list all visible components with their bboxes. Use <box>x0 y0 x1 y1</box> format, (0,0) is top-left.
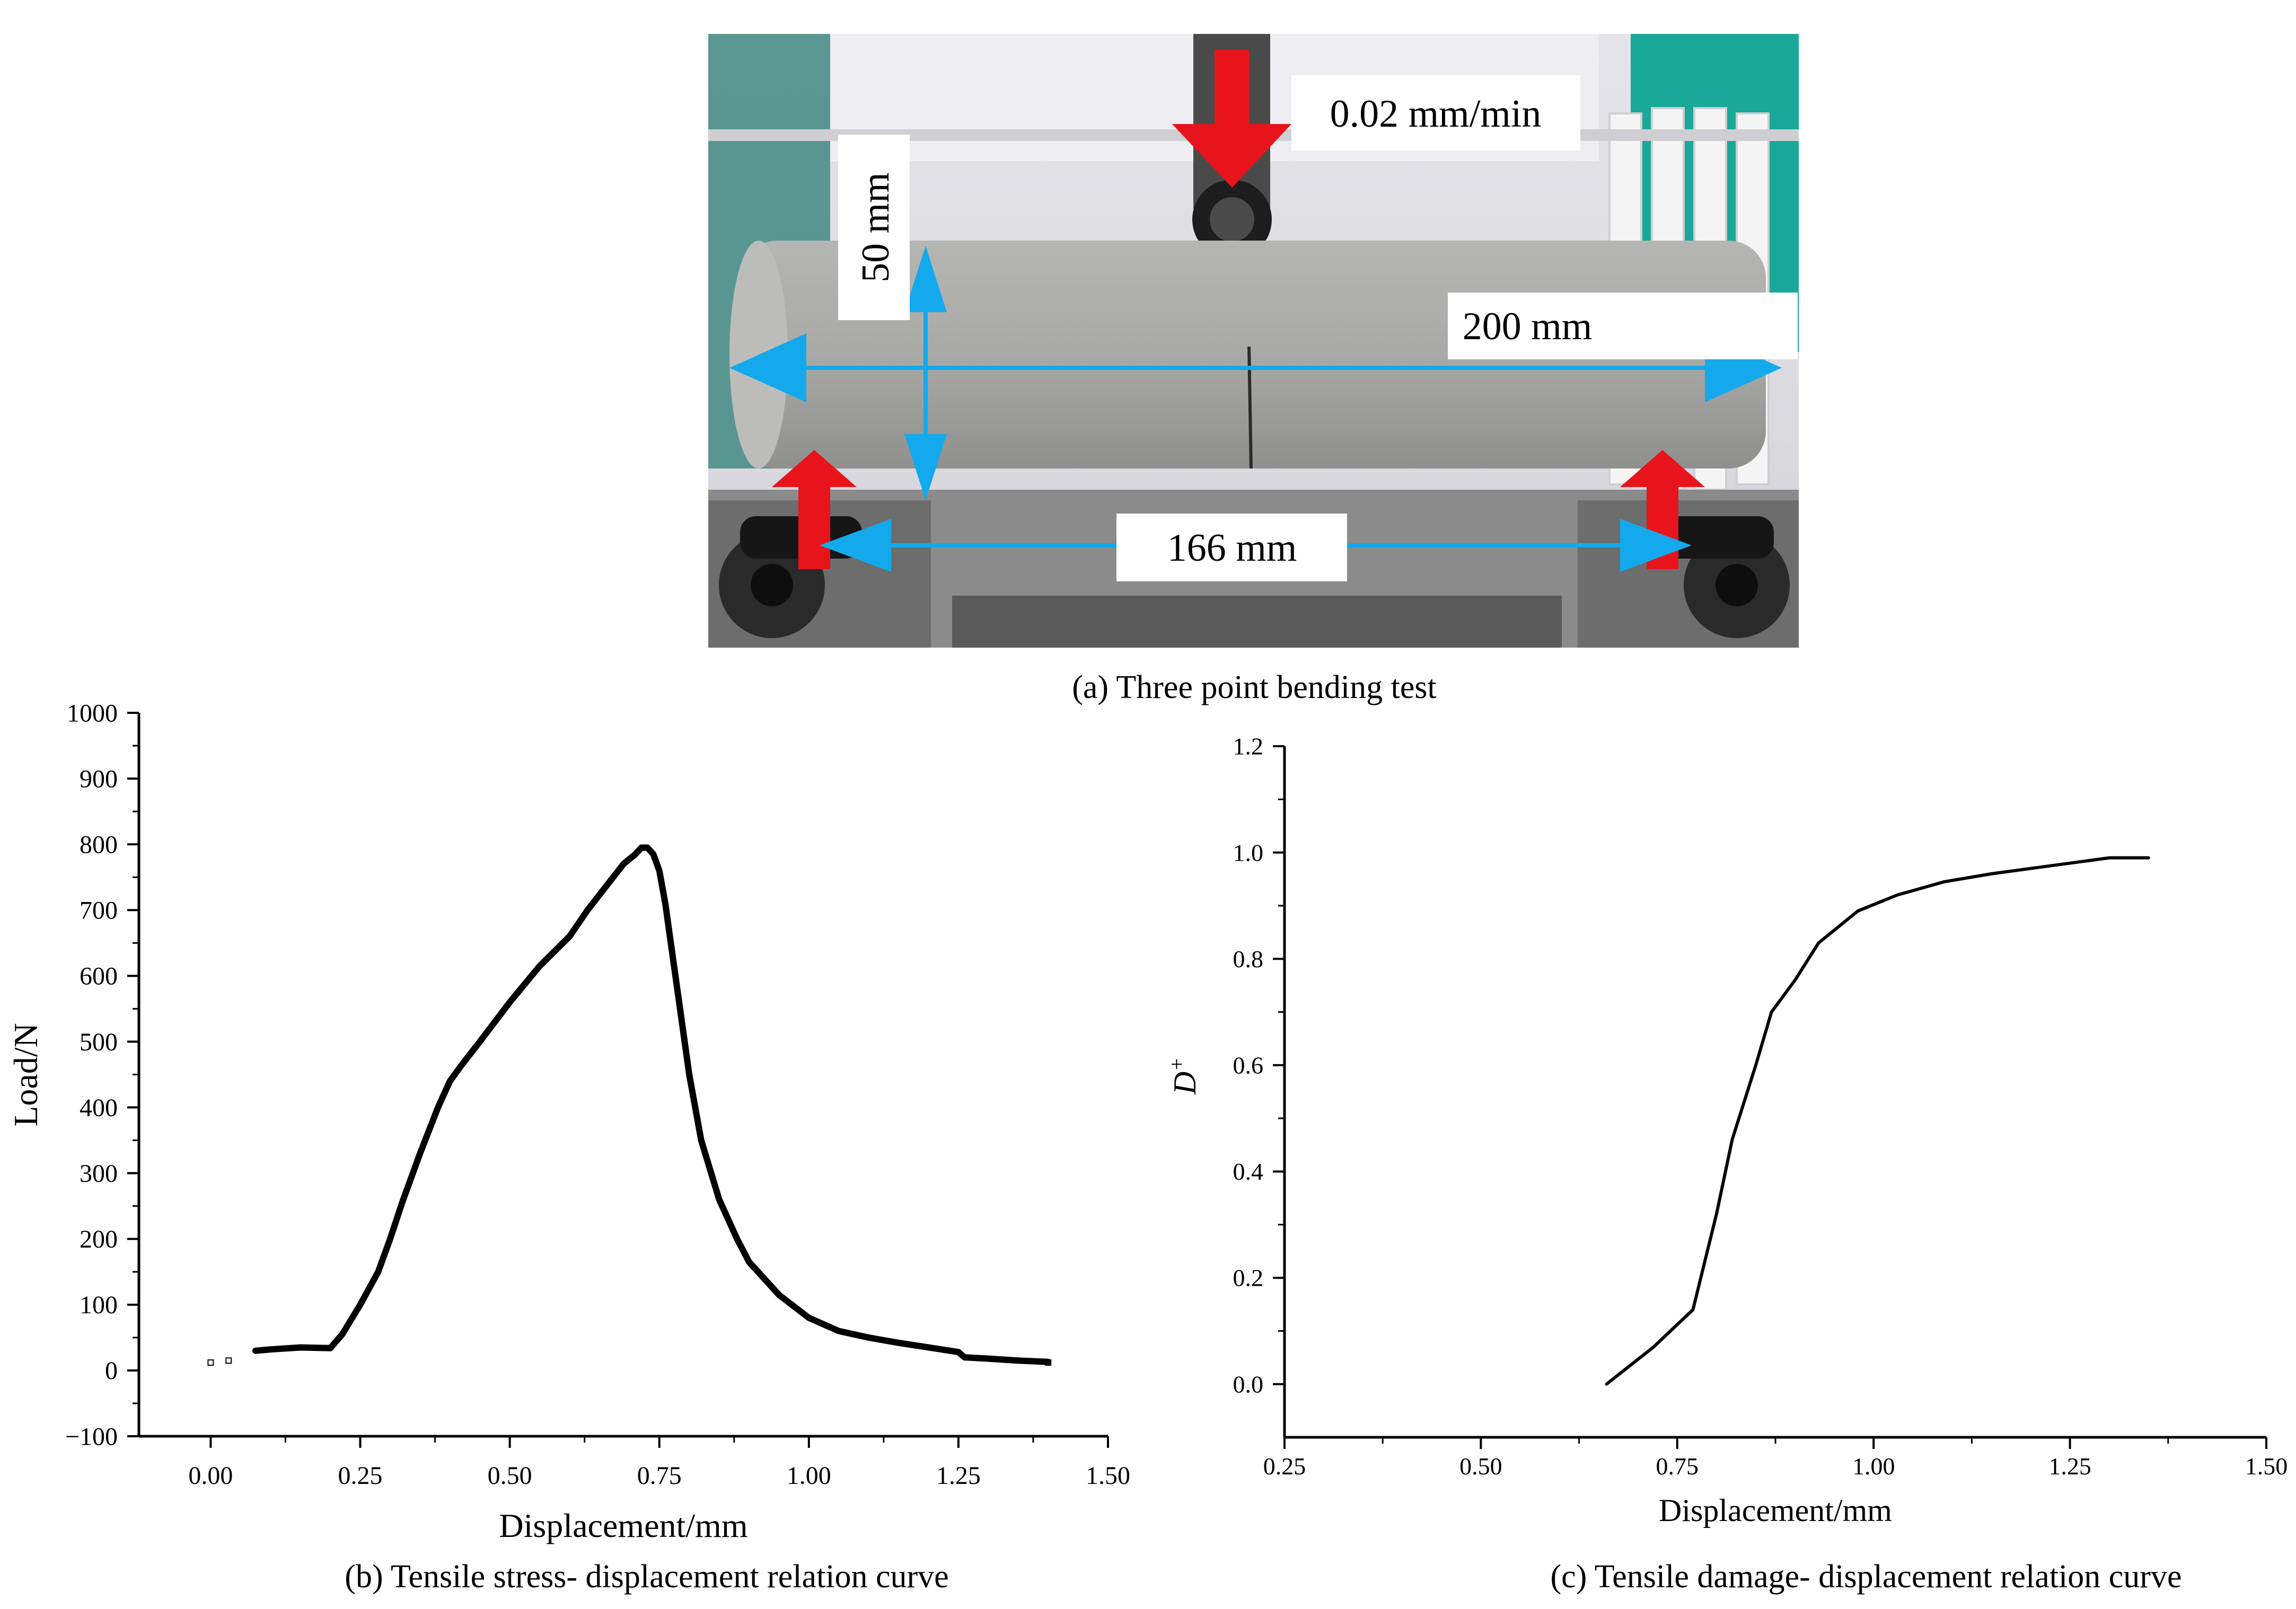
x-tick-label: 0.00 <box>188 1462 233 1490</box>
y-axis-label-sup: + <box>1165 1057 1189 1072</box>
length-label-box <box>1448 293 1798 359</box>
x-tick-label: 0.50 <box>1459 1453 1502 1480</box>
chart-c-axes <box>1283 746 2266 1439</box>
y-tick-label: 0.6 <box>1233 1051 1264 1078</box>
chart-b-plot <box>207 844 1052 1366</box>
x-axis-label: Displacement/mm <box>1659 1493 1892 1528</box>
caption-a: (a) Three point bending test <box>1072 669 1437 705</box>
data-marker <box>1045 1359 1052 1366</box>
data-marker <box>207 1359 214 1366</box>
y-tick-label: 400 <box>80 1094 118 1122</box>
y-tick-label: 0.4 <box>1233 1158 1264 1185</box>
x-tick-label: 0.75 <box>1656 1453 1699 1480</box>
load-displacement-chart: 0.00 0.25 0.50 0.75 1.00 1.25 1.50 −100 0 100 200 3… <box>7 699 1130 1544</box>
y-axis-label-main: D <box>1167 1072 1202 1095</box>
x-axis-label: Displacement/mm <box>499 1507 747 1544</box>
series-line <box>252 844 1052 1365</box>
y-tick-label: 600 <box>80 962 118 991</box>
y-tick-label: 1.2 <box>1233 733 1264 760</box>
speed-label-box <box>1291 75 1580 151</box>
chart-c-ticks: 0.25 0.50 0.75 1.00 1.25 1.50 0.0 0.2 0.4 0.6 0.8 1… <box>1233 733 2288 1480</box>
y-tick-label: 0.0 <box>1233 1371 1264 1398</box>
y-tick-label: 0 <box>105 1357 118 1385</box>
x-tick-label: 0.25 <box>338 1462 383 1490</box>
right-reaction-arrow <box>1620 450 1705 569</box>
x-tick-label: 0.75 <box>637 1462 682 1490</box>
y-tick-label: 700 <box>80 897 118 925</box>
y-tick-label: 900 <box>80 765 118 793</box>
damage-displacement-chart: 0.25 0.50 0.75 1.00 1.25 1.50 0.0 0.2 0.4 0.6 0.8 1… <box>1165 733 2288 1528</box>
y-axis-label: D+ <box>1165 1057 1203 1095</box>
load-arrow <box>1172 50 1291 188</box>
height-label-box <box>838 135 910 320</box>
y-axis-label: Load/N <box>7 1023 45 1127</box>
x-tick-label: 0.50 <box>488 1462 532 1490</box>
chart-c-plot <box>1605 856 2150 1386</box>
x-tick-label: 1.25 <box>2048 1453 2091 1480</box>
y-tick-label: 300 <box>80 1160 118 1188</box>
y-tick-label: 800 <box>80 831 118 859</box>
height-dimension-arrow <box>904 246 947 500</box>
chart-b-ticks: 0.00 0.25 0.50 0.75 1.00 1.25 1.50 −100 0 100 200 3… <box>65 699 1130 1490</box>
x-tick-label: 0.25 <box>1263 1453 1306 1480</box>
caption-b: (b) Tensile stress- displacement relatio… <box>345 1559 949 1595</box>
speed-label: 0.02 mm/min <box>1330 92 1542 136</box>
three-point-bending-photo: 0.02 mm/min 50 mm 200 mm 166 mm <box>708 34 1799 648</box>
chart-b-axes <box>137 713 1108 1438</box>
span-label-box <box>1116 514 1347 581</box>
y-tick-label: 500 <box>80 1028 118 1056</box>
span-label: 166 mm <box>1167 526 1297 570</box>
left-reaction-arrow <box>772 450 857 569</box>
x-tick-label: 1.25 <box>936 1462 981 1490</box>
length-label: 200 mm <box>1463 305 1593 348</box>
y-tick-label: 1.0 <box>1233 839 1264 866</box>
y-tick-label: 100 <box>80 1291 118 1319</box>
x-tick-label: 1.00 <box>1852 1453 1895 1480</box>
height-label: 50 mm <box>854 172 898 282</box>
y-tick-label: 1000 <box>67 699 118 727</box>
y-tick-label: 0.8 <box>1233 945 1264 973</box>
series-line <box>1605 856 2150 1386</box>
y-tick-label: 0.2 <box>1233 1265 1264 1292</box>
caption-c: (c) Tensile damage- displacement relatio… <box>1550 1559 2182 1595</box>
y-tick-label: −100 <box>65 1422 118 1451</box>
x-tick-label: 1.50 <box>1086 1462 1130 1490</box>
y-tick-label: 200 <box>80 1225 118 1253</box>
x-tick-label: 1.50 <box>2245 1453 2288 1480</box>
x-tick-label: 1.00 <box>787 1462 831 1490</box>
data-marker <box>225 1357 232 1364</box>
